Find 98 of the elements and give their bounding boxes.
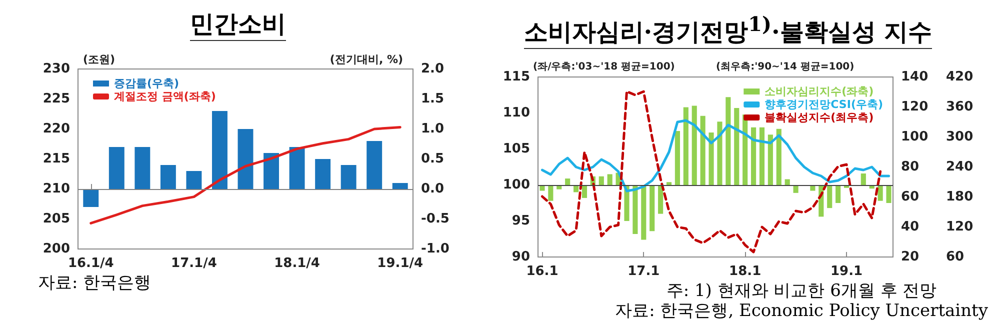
- bar: [238, 129, 254, 189]
- bar: [878, 185, 883, 201]
- bar: [607, 174, 612, 185]
- y2-tick-label: 80: [901, 160, 920, 174]
- y-tick-label: 215: [42, 152, 70, 166]
- y-tick-label: 210: [42, 182, 70, 196]
- bar: [632, 185, 638, 234]
- bar: [658, 185, 664, 214]
- y2-tick-label: 100: [901, 130, 928, 144]
- y2-tick-label: 120: [901, 100, 928, 114]
- y2-tick-label: -0.5: [421, 212, 450, 226]
- bar: [717, 122, 722, 185]
- x-tick-label: 17.1: [628, 264, 660, 279]
- y3-tick-label: 420: [946, 70, 974, 84]
- y-tick-label: 220: [42, 122, 70, 136]
- y-axis-title: (조원): [83, 53, 116, 66]
- x-tick-label: 16.1: [526, 264, 558, 279]
- bar: [674, 131, 680, 185]
- y-tick-label: 115: [502, 70, 530, 84]
- bar: [692, 106, 697, 185]
- bar: [582, 185, 588, 198]
- bar: [666, 182, 672, 185]
- legend-label: 소비자심리지수(좌축): [764, 85, 874, 98]
- y3-tick-label: 180: [946, 190, 974, 204]
- bar: [186, 171, 202, 189]
- bar: [212, 111, 228, 189]
- x-tick-label: 17.1/4: [171, 256, 217, 271]
- y2-tick-label: -1.0: [421, 242, 450, 256]
- y2-tick-label: 60: [901, 190, 920, 204]
- bar: [700, 116, 706, 185]
- y2-tick-label: 0.5: [421, 152, 444, 166]
- bar: [708, 132, 714, 185]
- bar: [366, 141, 382, 189]
- y2-tick-label: 0.0: [421, 182, 444, 196]
- chart-title: 소비자심리·경기전망$^{1)}$·불확실성 지수: [524, 8, 932, 49]
- y-tick-label: 100: [502, 178, 530, 192]
- y2-tick-label: 20: [901, 250, 920, 264]
- y2-tick-label: 2.0: [421, 62, 444, 76]
- text: 자료: 한국은행: [38, 273, 152, 293]
- y-tick-label: 200: [42, 242, 70, 256]
- y2-axis-title: (전기대비, %): [330, 53, 404, 66]
- chart-title: 민간소비: [190, 8, 286, 41]
- y-tick-label: 110: [502, 106, 530, 120]
- text: 주: 1) 현재와 비교한 6개월 후 전망: [665, 281, 938, 301]
- x-tick-label: 16.1/4: [68, 256, 114, 271]
- line-series: [90, 126, 402, 224]
- y3-tick-label: 120: [946, 220, 974, 234]
- bar: [108, 147, 124, 189]
- y2-tick-label: 40: [901, 220, 920, 234]
- y3-tick-label: 360: [946, 100, 974, 114]
- bar: [726, 97, 731, 185]
- bar: [264, 153, 279, 189]
- y-tick-label: 225: [42, 92, 70, 106]
- bar: [759, 127, 765, 185]
- bar: [886, 185, 892, 203]
- bar: [641, 185, 646, 240]
- legend-label: 계절조정 금액(좌축): [114, 90, 216, 103]
- bar: [734, 108, 740, 185]
- bar: [340, 165, 356, 189]
- x-tick-label: 19.1/4: [377, 256, 424, 271]
- y-tick-label: 205: [42, 212, 70, 226]
- legend-label: 향후경기전망CSI(우축): [764, 98, 884, 111]
- y2-tick-label: 140: [901, 70, 928, 84]
- bar: [392, 183, 408, 189]
- y3-tick-label: 300: [946, 130, 974, 144]
- y3-tick-label: 60: [946, 250, 964, 264]
- bar: [776, 128, 782, 185]
- y-tick-label: 90: [512, 250, 530, 264]
- bar: [836, 185, 841, 203]
- bar: [784, 179, 790, 185]
- x-tick-label: 18.1: [729, 264, 762, 279]
- bar: [134, 147, 150, 189]
- bar: [289, 147, 305, 189]
- y3-axis-title: (최우측:'90~'14 평균=100): [716, 62, 854, 72]
- bar: [683, 107, 688, 185]
- bar: [650, 185, 655, 232]
- y-tick-label: 105: [502, 142, 530, 156]
- y2-tick-label: 1.5: [421, 92, 444, 106]
- bar: [860, 173, 866, 185]
- x-tick-label: 18.1/4: [274, 256, 320, 271]
- bar: [598, 176, 604, 185]
- y3-tick-label: 240: [946, 160, 974, 174]
- legend-label: 불확실성지수(최우측): [764, 111, 874, 124]
- text: 자료: 한국은행, Economic Policy Uncertainty: [615, 301, 988, 321]
- bar: [160, 165, 176, 189]
- y-tick-label: 95: [512, 214, 530, 228]
- bar: [315, 159, 331, 189]
- legend-label: 증감률(우축): [114, 77, 180, 90]
- bar: [768, 134, 773, 185]
- bar: [548, 185, 554, 201]
- y-tick-label: 230: [42, 62, 70, 76]
- bar: [565, 178, 570, 185]
- bar: [83, 189, 99, 207]
- bar: [827, 185, 832, 208]
- y-axis-title: (좌/우측:'03~'18 평균=100): [533, 62, 675, 72]
- bar: [751, 127, 756, 185]
- x-tick-label: 19.1: [830, 264, 863, 279]
- y2-tick-label: 1.0: [421, 122, 444, 136]
